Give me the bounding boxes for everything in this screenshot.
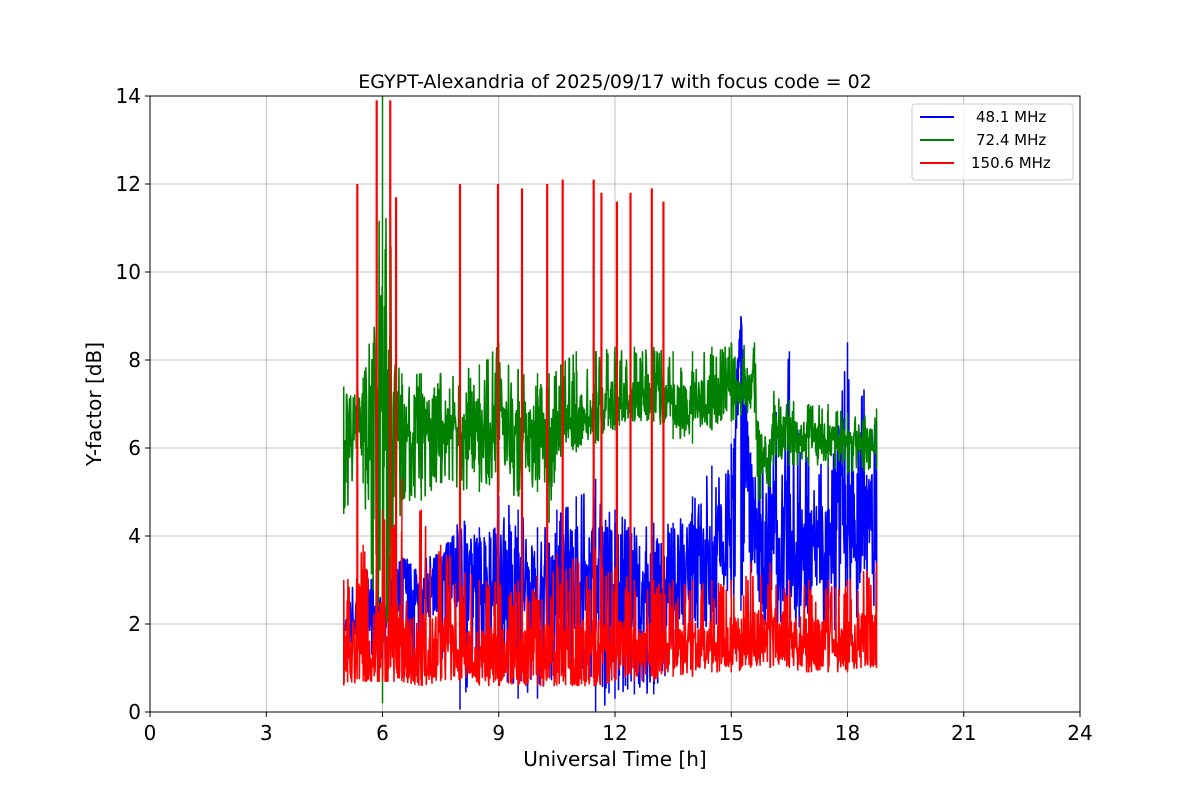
x-tick-label: 0	[144, 721, 157, 745]
x-tick-label: 3	[260, 721, 273, 745]
y-tick-label: 14	[116, 84, 141, 108]
y-tick-label: 8	[128, 348, 141, 372]
plot-series	[342, 96, 878, 712]
chart-title: EGYPT-Alexandria of 2025/09/17 with focu…	[358, 71, 872, 93]
series-line	[342, 510, 878, 687]
legend-label-150-6: 150.6 MHz	[971, 154, 1051, 172]
legend-label-48-1: 48.1 MHz	[976, 108, 1046, 126]
x-tick-label: 18	[835, 721, 860, 745]
y-tick-label: 4	[128, 524, 141, 548]
x-tick-label: 9	[492, 721, 505, 745]
y-axis-label: Y-factor [dB]	[82, 342, 106, 467]
legend-label-72-4: 72.4 MHz	[976, 131, 1046, 149]
series-72-4-mhz	[343, 96, 878, 704]
x-axis-label: Universal Time [h]	[523, 747, 706, 771]
y-tick-label: 0	[128, 700, 141, 724]
x-tick-label: 24	[1067, 721, 1092, 745]
x-tick-label: 21	[951, 721, 976, 745]
x-tick-label: 12	[602, 721, 627, 745]
y-tick-label: 2	[128, 612, 141, 636]
legend: 48.1 MHz 72.4 MHz 150.6 MHz	[911, 103, 1074, 181]
y-tick-label: 12	[116, 172, 141, 196]
y-tick-label: 10	[116, 260, 141, 284]
series-line	[343, 217, 878, 644]
y-tick-label: 6	[128, 436, 141, 460]
series-150-6-mhz	[342, 100, 878, 687]
x-tick-label: 6	[376, 721, 389, 745]
x-tick-label: 15	[719, 721, 744, 745]
legend-box	[911, 103, 1074, 181]
